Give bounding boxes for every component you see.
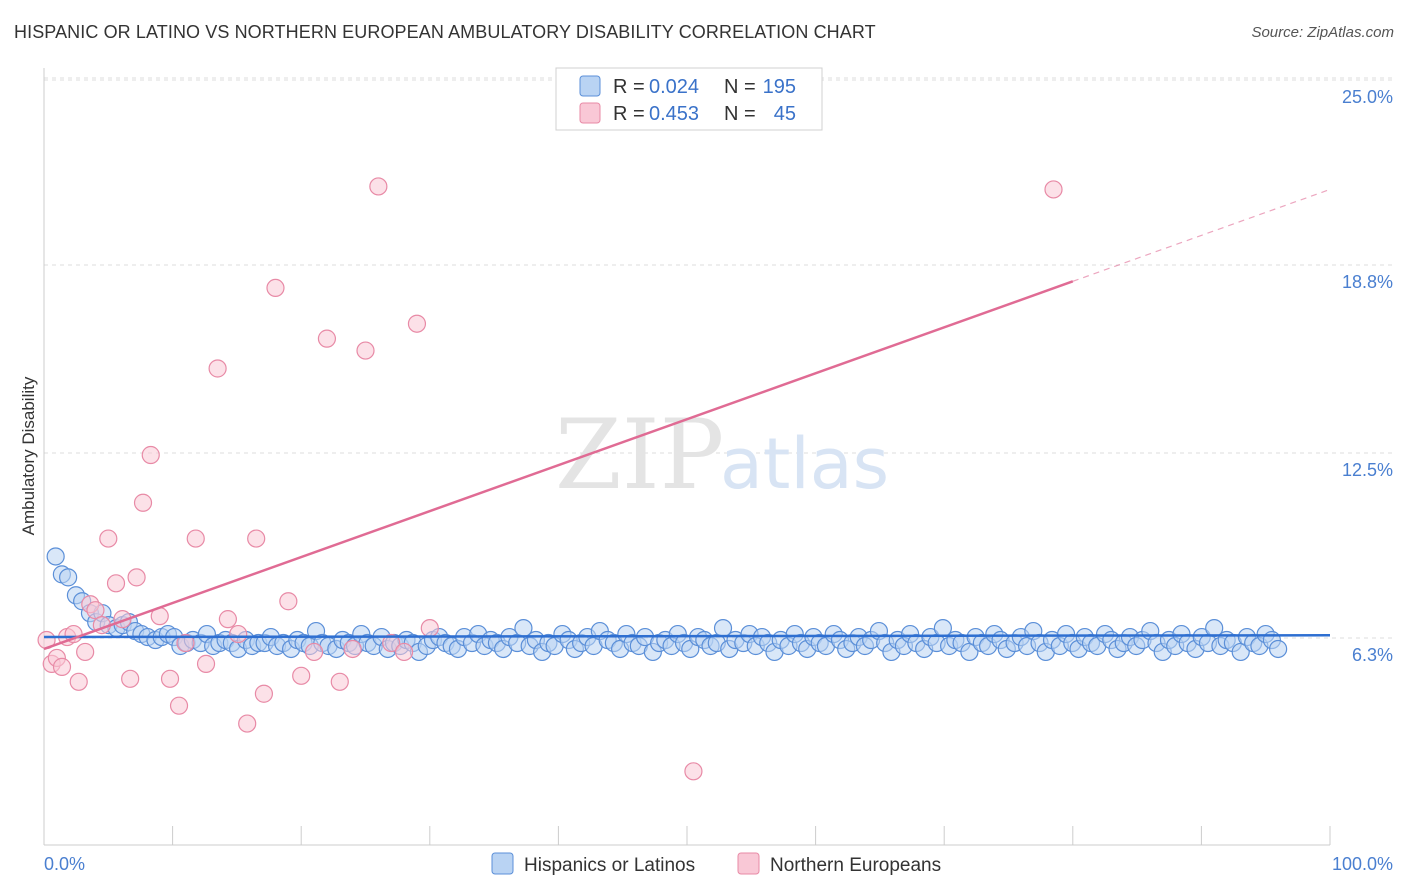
northern-europeans-point [196, 654, 216, 673]
northern-europeans-point [69, 672, 88, 691]
northern-europeans-point [229, 624, 248, 644]
northern-europeans-point [52, 657, 72, 676]
northern-europeans-point [317, 329, 337, 348]
y-tick-label: 25.0% [1342, 87, 1393, 107]
northern-europeans-point [106, 574, 126, 593]
northern-europeans-point [420, 618, 439, 638]
bottom-legend-label-northern-europeans: Northern Europeans [770, 855, 941, 876]
legend-n-value-pink: 45 [774, 103, 796, 125]
x-tick-label-min: 0.0% [44, 854, 85, 874]
legend-swatch-pink [579, 102, 601, 124]
x-tick-label-max: 100.0% [1332, 854, 1393, 874]
y-tick-labels: 6.3% 12.5% 18.8% 25.0% [1342, 87, 1393, 665]
bottom-legend-swatch-blue [491, 852, 514, 875]
bottom-legend-swatch-pink [737, 852, 760, 875]
northern-europeans-point [369, 177, 388, 196]
northern-europeans-point [218, 610, 237, 629]
northern-europeans-point [1044, 180, 1063, 199]
northern-europeans-point [330, 672, 349, 691]
northern-europeans-point [208, 359, 227, 378]
y-tick-label: 12.5% [1342, 460, 1393, 480]
northern-europeans-trend-extension [1072, 188, 1331, 282]
hispanics-points [46, 547, 1288, 662]
y-tick-label: 18.8% [1342, 272, 1393, 292]
chart-source: Source: ZipAtlas.com [1251, 24, 1394, 41]
legend-r-value-pink: 0.453 [649, 103, 699, 125]
grid-layer [44, 77, 1392, 639]
bottom-legend-label-hispanics: Hispanics or Latinos [524, 855, 695, 876]
northern-europeans-point [343, 639, 362, 659]
legend-n-label-pink: N = [724, 103, 756, 125]
northern-europeans-point [292, 666, 311, 685]
watermark-atlas: atlas [720, 423, 889, 505]
northern-europeans-point [238, 714, 257, 733]
northern-europeans-points [37, 177, 1063, 781]
northern-europeans-point [684, 762, 703, 781]
axis-layer [43, 68, 1331, 846]
northern-europeans-point [279, 592, 298, 611]
legend-r-value-blue: 0.024 [649, 76, 699, 98]
legend-n-value-blue: 195 [763, 76, 796, 98]
northern-europeans-point [304, 642, 324, 662]
northern-europeans-point [394, 642, 414, 662]
northern-europeans-point [382, 633, 401, 653]
northern-europeans-point [176, 633, 195, 653]
northern-europeans-point [133, 493, 153, 512]
northern-europeans-point [99, 529, 118, 548]
series-legend: Hispanics or Latinos Northern Europeans [491, 852, 941, 876]
northern-europeans-point [76, 642, 95, 662]
northern-europeans-point [254, 684, 274, 703]
northern-europeans-point [356, 341, 375, 360]
chart-title: HISPANIC OR LATINO VS NORTHERN EUROPEAN … [14, 22, 876, 42]
legend-r-label-pink: R = [613, 103, 645, 125]
northern-europeans-point [407, 314, 427, 333]
legend-n-label-blue: N = [724, 76, 756, 98]
hispanics-point [46, 547, 65, 566]
northern-europeans-point [127, 568, 146, 587]
northern-europeans-point [247, 529, 266, 548]
legend-swatch-blue [579, 75, 601, 97]
hispanics-trend-line [43, 633, 1331, 639]
northern-europeans-point [141, 445, 160, 465]
hispanics-point [59, 568, 78, 587]
trend-lines [43, 188, 1331, 651]
legend-r-label-blue: R = [613, 76, 645, 98]
northern-europeans-trend-line [43, 280, 1074, 651]
hispanics-point [1269, 639, 1288, 659]
correlation-legend: R = 0.024 N = 195 R = 0.453 N = 45 [555, 67, 823, 131]
y-tick-label: 6.3% [1352, 645, 1393, 665]
y-axis-title: Ambulatory Disability [19, 376, 38, 535]
northern-europeans-point [266, 278, 285, 298]
northern-europeans-point [160, 669, 180, 688]
northern-europeans-point [169, 696, 189, 715]
northern-europeans-point [186, 529, 205, 548]
watermark: ZIP atlas [555, 399, 889, 511]
northern-europeans-point [121, 669, 140, 688]
